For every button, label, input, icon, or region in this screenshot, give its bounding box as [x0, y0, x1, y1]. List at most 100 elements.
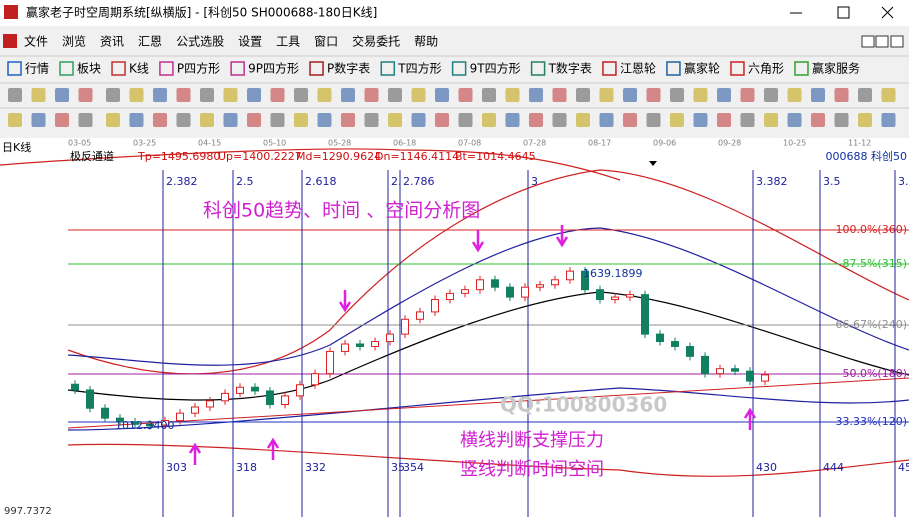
menu-item[interactable]: 公式选股	[176, 35, 224, 49]
tool-icon[interactable]	[8, 88, 22, 102]
tool-icon[interactable]	[223, 113, 238, 127]
toolbar-icon[interactable]	[730, 61, 745, 76]
tool-icon[interactable]	[599, 113, 614, 127]
menu-item[interactable]: 帮助	[414, 35, 438, 49]
tool-icon[interactable]	[458, 88, 473, 102]
tool-icon[interactable]	[411, 88, 426, 102]
tool-icon[interactable]	[505, 88, 520, 102]
tool-icon[interactable]	[247, 88, 261, 102]
toolbar-icon[interactable]	[159, 61, 174, 76]
tool-icon[interactable]	[834, 88, 849, 102]
toolbar-icon[interactable]	[794, 61, 809, 76]
toolbar-button[interactable]: 9P四方形	[248, 61, 299, 76]
tool-icon[interactable]	[388, 113, 402, 127]
tool-icon[interactable]	[129, 88, 144, 102]
menu-item[interactable]: 工具	[276, 35, 300, 49]
tool-icon[interactable]	[176, 113, 191, 127]
tool-icon[interactable]	[270, 88, 285, 102]
tool-icon[interactable]	[858, 88, 872, 102]
menu-item[interactable]: 浏览	[62, 34, 86, 49]
toolbar-icon[interactable]	[309, 61, 324, 76]
tool-icon[interactable]	[787, 113, 802, 127]
tool-icon[interactable]	[317, 88, 332, 102]
tool-icon[interactable]	[552, 88, 567, 102]
tool-icon[interactable]	[858, 113, 872, 127]
tool-icon[interactable]	[364, 88, 379, 102]
menu-item[interactable]: 窗口	[314, 35, 338, 49]
tool-icon[interactable]	[435, 113, 449, 127]
tool-icon[interactable]	[270, 113, 285, 127]
tool-icon[interactable]	[8, 113, 22, 127]
tool-icon[interactable]	[78, 88, 93, 102]
toolbar-button[interactable]: P数字表	[327, 61, 370, 76]
tool-icon[interactable]	[529, 88, 543, 102]
toolbar-button[interactable]: 六角形	[748, 62, 784, 76]
tool-icon[interactable]	[505, 113, 520, 127]
toolbar-button[interactable]: 9T四方形	[470, 61, 521, 76]
mdi-button[interactable]	[875, 35, 889, 48]
toolbar-button[interactable]: T四方形	[397, 61, 441, 76]
tool-icon[interactable]	[740, 88, 755, 102]
toolbar-icon[interactable]	[380, 61, 396, 76]
tool-icon[interactable]	[646, 113, 661, 127]
tool-icon[interactable]	[646, 88, 661, 102]
tool-icon[interactable]	[834, 113, 849, 127]
toolbar-button[interactable]: 赢家服务	[812, 61, 860, 76]
tool-icon[interactable]	[55, 113, 69, 127]
toolbar-icon[interactable]	[111, 61, 126, 76]
tool-icon[interactable]	[31, 88, 46, 102]
toolbar-icon[interactable]	[602, 61, 617, 76]
tool-icon[interactable]	[599, 88, 614, 102]
tool-icon[interactable]	[247, 113, 261, 127]
tool-icon[interactable]	[294, 113, 308, 127]
tool-icon[interactable]	[552, 113, 567, 127]
tool-icon[interactable]	[482, 88, 496, 102]
mdi-button[interactable]	[890, 35, 904, 48]
tool-icon[interactable]	[881, 88, 896, 102]
tool-icon[interactable]	[200, 113, 214, 127]
tool-icon[interactable]	[670, 113, 684, 127]
tool-icon[interactable]	[623, 113, 637, 127]
tool-icon[interactable]	[294, 88, 308, 102]
toolbar-icon[interactable]	[666, 61, 681, 76]
toolbar-icon[interactable]	[7, 61, 22, 76]
tool-icon[interactable]	[881, 113, 896, 127]
tool-icon[interactable]	[482, 113, 496, 127]
toolbar-button[interactable]: 赢家轮	[684, 61, 720, 76]
maximize[interactable]	[837, 6, 850, 19]
tool-icon[interactable]	[106, 113, 120, 127]
tool-icon[interactable]	[341, 113, 355, 127]
tool-icon[interactable]	[576, 88, 590, 102]
toolbar-button[interactable]: 行情	[25, 62, 49, 76]
tool-icon[interactable]	[717, 113, 731, 127]
menu-item[interactable]: 交易委托	[352, 34, 400, 49]
tool-icon[interactable]	[364, 113, 379, 127]
toolbar-icon[interactable]	[59, 61, 74, 76]
menu-item[interactable]: 汇恩	[138, 35, 162, 49]
tool-icon[interactable]	[435, 88, 449, 102]
tool-icon[interactable]	[153, 113, 167, 127]
mdi-button[interactable]	[861, 35, 875, 48]
tool-icon[interactable]	[341, 88, 355, 102]
toolbar-button[interactable]: K线	[129, 62, 149, 76]
tool-icon[interactable]	[458, 113, 473, 127]
tool-icon[interactable]	[576, 113, 590, 127]
tool-icon[interactable]	[693, 113, 708, 127]
tool-icon[interactable]	[223, 88, 238, 102]
tool-icon[interactable]	[764, 88, 778, 102]
toolbar-icon[interactable]	[230, 61, 245, 76]
tool-icon[interactable]	[153, 88, 167, 102]
tool-icon[interactable]	[176, 88, 191, 102]
close[interactable]	[881, 6, 894, 19]
tool-icon[interactable]	[740, 113, 755, 127]
tool-icon[interactable]	[811, 113, 825, 127]
tool-icon[interactable]	[129, 113, 144, 127]
toolbar-button[interactable]: 板块	[77, 62, 101, 76]
tool-icon[interactable]	[78, 113, 93, 127]
menu-item[interactable]: 资讯	[100, 35, 124, 49]
tool-icon[interactable]	[670, 88, 684, 102]
tool-icon[interactable]	[787, 88, 802, 102]
menu-item[interactable]: 文件	[24, 34, 48, 49]
tool-icon[interactable]	[764, 113, 778, 127]
menu-item[interactable]: 设置	[238, 35, 262, 49]
